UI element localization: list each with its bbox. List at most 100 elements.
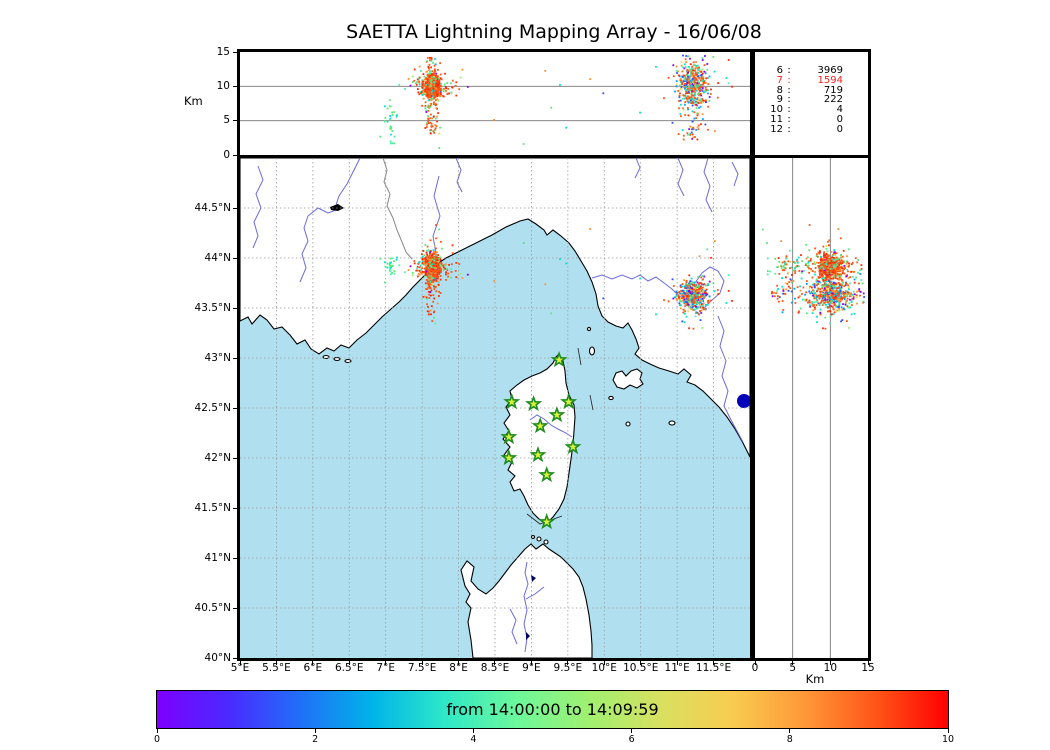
- lightning-source-point: [438, 228, 441, 231]
- lightning-source-point: [384, 266, 387, 268]
- lightning-source-point: [686, 284, 689, 287]
- lightning-source-point: [684, 58, 687, 61]
- lightning-source-point: [835, 282, 838, 285]
- lightning-source-point: [436, 261, 439, 264]
- lightning-source-point: [695, 107, 698, 110]
- lightning-source-point: [439, 272, 441, 274]
- lightning-source-point: [433, 81, 436, 84]
- lightning-source-point: [717, 293, 720, 295]
- lightning-source-point: [833, 311, 836, 314]
- lightning-source-point: [822, 302, 825, 305]
- lightning-source-point: [843, 285, 846, 288]
- lightning-source-point: [825, 245, 828, 247]
- lightning-source-point: [393, 270, 396, 272]
- lightning-source-point: [420, 92, 422, 95]
- lightning-source-point: [675, 294, 678, 296]
- lightning-source-point: [430, 94, 433, 97]
- top-altitude-tick-label: 10: [216, 79, 230, 92]
- river: [455, 158, 463, 193]
- lightning-source-point: [417, 80, 420, 83]
- lightning-source-point: [862, 292, 865, 295]
- station-counts-panel: 6:3969 7:1594 8:719 9:222 10:4 11:0 12:0: [752, 49, 871, 172]
- lightning-source-point: [839, 272, 841, 275]
- lightning-source-point: [828, 263, 831, 266]
- lightning-source-point: [832, 251, 835, 254]
- lightning-source-point: [435, 104, 437, 107]
- lon-tick-label: 8°E: [449, 662, 468, 674]
- lightning-source-point: [694, 315, 697, 318]
- lightning-source-point: [695, 301, 698, 303]
- lightning-source-point: [429, 106, 431, 108]
- top-altitude-tick-label: 0: [223, 148, 230, 161]
- lightning-source-point: [825, 295, 828, 298]
- lightning-source-point: [685, 287, 688, 289]
- source-count: 0: [836, 123, 843, 135]
- lightning-source-point: [393, 142, 396, 145]
- lightning-source-point: [859, 294, 861, 297]
- lightning-source-point: [429, 93, 432, 95]
- lightning-source-point: [805, 243, 808, 246]
- lightning-source-point: [789, 267, 791, 270]
- lightning-source-point: [430, 58, 433, 61]
- source-count: 1594: [817, 74, 843, 86]
- lightning-source-point: [837, 295, 839, 297]
- lightning-source-point: [776, 289, 778, 292]
- lightning-source-point: [419, 264, 422, 267]
- lightning-source-point: [831, 313, 833, 316]
- lightning-source-point: [426, 57, 429, 59]
- lightning-source-point: [432, 267, 435, 269]
- lightning-source-point: [838, 303, 841, 306]
- lightning-source-point: [845, 262, 848, 265]
- lightning-source-point: [699, 74, 702, 77]
- lightning-source-point: [842, 282, 844, 284]
- lightning-source-point: [426, 253, 428, 256]
- station-star-marker: [564, 437, 582, 455]
- lightning-source-point: [438, 262, 441, 265]
- lightning-source-point: [814, 263, 816, 265]
- lightning-source-point: [424, 282, 427, 285]
- lightning-source-point: [685, 302, 688, 305]
- lightning-source-point: [444, 72, 446, 75]
- lightning-source-point: [836, 274, 839, 277]
- lightning-source-point: [823, 282, 826, 285]
- right-altitude-tick-label: 10: [823, 662, 838, 674]
- lightning-source-point: [824, 254, 826, 257]
- lightning-source-point: [429, 91, 431, 94]
- lightning-source-point: [789, 261, 791, 263]
- lightning-source-point: [663, 299, 665, 302]
- lightning-source-point: [693, 91, 696, 94]
- lightning-source-point: [438, 84, 441, 87]
- lightning-source-point: [688, 290, 691, 292]
- lightning-source-point: [692, 67, 694, 70]
- lightning-source-point: [831, 302, 833, 305]
- lightning-source-point: [437, 257, 439, 260]
- lightning-source-point: [433, 285, 435, 288]
- lightning-source-point: [389, 273, 392, 276]
- lightning-source-point: [850, 263, 853, 266]
- lightning-source-point: [692, 61, 695, 64]
- lightning-source-point: [426, 310, 429, 313]
- lightning-source-point: [839, 262, 842, 264]
- lightning-source-point: [850, 301, 853, 303]
- lightning-source-point: [707, 92, 709, 95]
- lightning-source-point: [685, 283, 688, 286]
- station-star-marker: [560, 393, 578, 410]
- lightning-source-point: [680, 88, 683, 91]
- lightning-source-point: [852, 275, 854, 278]
- lightning-source-point: [831, 255, 834, 257]
- lightning-source-point: [686, 77, 689, 80]
- lightning-source-point: [822, 278, 824, 281]
- lightning-source-point: [434, 271, 437, 273]
- lightning-source-point: [822, 289, 825, 291]
- lightning-source-point: [819, 281, 822, 284]
- lightning-source-point: [433, 115, 435, 118]
- lightning-source-point: [683, 289, 685, 292]
- lightning-source-point: [818, 297, 821, 300]
- lightning-source-point: [435, 264, 438, 267]
- lightning-source-point: [816, 290, 818, 293]
- lightning-source-point: [384, 120, 386, 123]
- lightning-source-point: [676, 299, 678, 302]
- lightning-source-point: [836, 298, 839, 300]
- lightning-source-point: [425, 256, 428, 259]
- lightning-source-point: [695, 61, 697, 63]
